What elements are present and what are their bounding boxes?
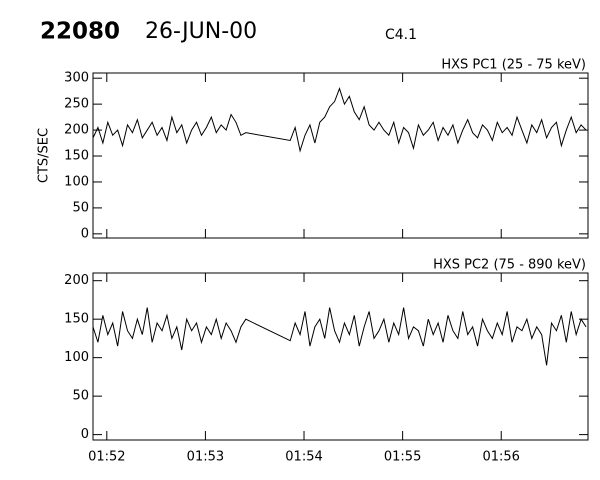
y-tick-label: 250 bbox=[64, 97, 89, 112]
panel-title: HXS PC1 (25 - 75 keV) bbox=[441, 58, 586, 73]
x-tick-label: 01:55 bbox=[384, 450, 421, 465]
y-axis-label: CTS/SEC bbox=[37, 128, 52, 183]
y-tick-label: 150 bbox=[64, 149, 89, 164]
y-tick-label: 300 bbox=[64, 71, 89, 86]
header-class: C4.1 bbox=[385, 27, 417, 43]
y-tick-label: 50 bbox=[72, 200, 89, 215]
plot-frame bbox=[92, 272, 589, 441]
x-tick-label: 01:54 bbox=[285, 450, 322, 465]
y-tick-label: 100 bbox=[64, 350, 89, 365]
y-tick-label: 0 bbox=[81, 427, 89, 442]
y-tick-label: 100 bbox=[64, 174, 89, 189]
y-tick-label: 200 bbox=[64, 123, 89, 138]
y-tick-label: 50 bbox=[72, 389, 89, 404]
panel-title: HXS PC2 (75 - 890 keV) bbox=[433, 258, 586, 273]
plot-frame bbox=[92, 72, 589, 239]
x-tick-label: 01:53 bbox=[187, 450, 224, 465]
header-date: 26-JUN-00 bbox=[145, 19, 257, 44]
y-tick-label: 150 bbox=[64, 312, 89, 327]
header-id: 22080 bbox=[40, 19, 120, 45]
x-tick-label: 01:52 bbox=[88, 450, 125, 465]
y-tick-label: 200 bbox=[64, 273, 89, 288]
data-line bbox=[92, 307, 587, 366]
data-line bbox=[92, 87, 587, 153]
y-tick-label: 0 bbox=[81, 226, 89, 241]
x-tick-label: 01:56 bbox=[482, 450, 519, 465]
